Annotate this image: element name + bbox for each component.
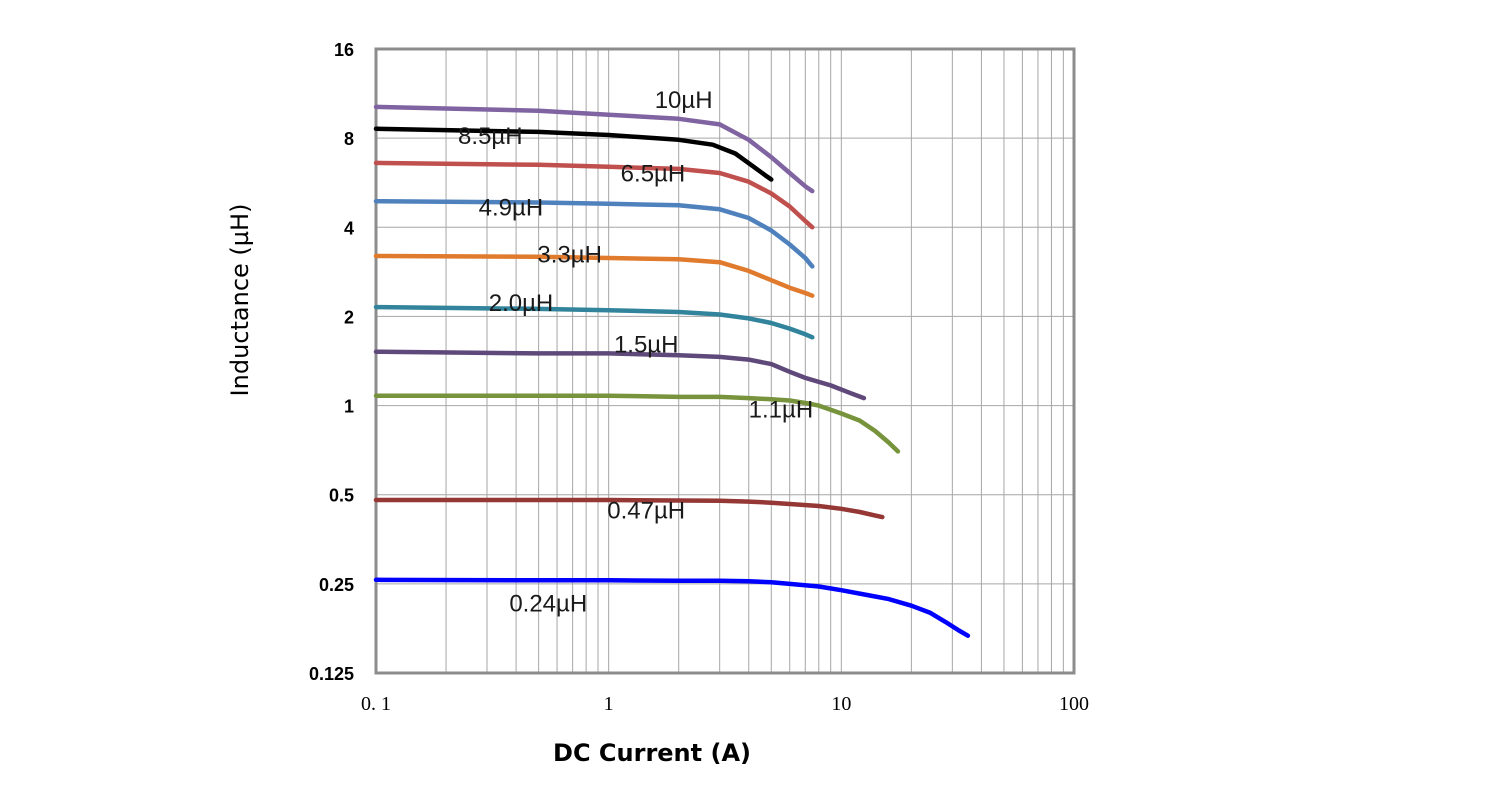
x-tick-label: 0. 1 bbox=[361, 693, 391, 715]
series-label-1-1uh: 1.1µH bbox=[749, 397, 814, 424]
y-tick-label: 8 bbox=[344, 129, 354, 149]
y-tick-label: 0.5 bbox=[329, 486, 354, 506]
grid-lines bbox=[376, 49, 1074, 673]
y-axis-title: Inductance (µH) bbox=[226, 204, 254, 397]
series-line-8-5uh bbox=[373, 126, 774, 182]
x-tick-label: 1 bbox=[604, 693, 614, 715]
series-label-4-9uh: 4.9µH bbox=[479, 195, 544, 222]
y-tick-label: 16 bbox=[334, 40, 354, 60]
y-tick-label: 1 bbox=[344, 397, 354, 417]
series-line-1-5uh bbox=[373, 349, 867, 401]
series-line-10uh bbox=[373, 104, 815, 194]
series-line-0-47uh bbox=[373, 497, 885, 520]
series-label-6-5uh: 6.5µH bbox=[621, 161, 686, 188]
series-label-0-47uh: 0.47µH bbox=[607, 497, 685, 524]
x-tick-label: 10 bbox=[831, 693, 851, 715]
plot-area-frame bbox=[374, 47, 1076, 675]
series-label-8-5uh: 8.5µH bbox=[458, 123, 523, 150]
series-line-0-24uh bbox=[373, 577, 971, 638]
series-lines bbox=[373, 104, 971, 638]
series-label-3-3uh: 3.3µH bbox=[537, 242, 602, 269]
series-label-1-5uh: 1.5µH bbox=[614, 332, 679, 359]
series-line-2-0uh bbox=[373, 304, 815, 340]
series-line-4-9uh bbox=[373, 198, 815, 269]
series-line-3-3uh bbox=[373, 253, 815, 298]
series-labels: 10µH 8.5µH 6.5µH 4.9µH 3.3µH 2.0µH 1.5µH 1.1µH 0… bbox=[458, 87, 813, 617]
y-tick-label: 4 bbox=[344, 218, 354, 238]
y-tick-labels: 0.125 0.25 0.5 1 2 4 8 16 bbox=[309, 40, 354, 684]
y-tick-label: 2 bbox=[344, 307, 354, 327]
series-label-2-0uh: 2.0µH bbox=[489, 290, 554, 317]
series-line-1-1uh bbox=[373, 393, 901, 454]
series-line-6-5uh bbox=[373, 160, 815, 230]
x-tick-label: 100 bbox=[1059, 693, 1089, 715]
series-label-10uh: 10µH bbox=[655, 87, 713, 114]
y-tick-label: 0.125 bbox=[309, 664, 354, 684]
series-label-0-24uh: 0.24µH bbox=[509, 590, 587, 617]
y-tick-label: 0.25 bbox=[319, 575, 354, 595]
x-axis-title: DC Current (A) bbox=[553, 739, 751, 767]
x-tick-labels: 0. 1 1 10 100 bbox=[361, 693, 1089, 715]
